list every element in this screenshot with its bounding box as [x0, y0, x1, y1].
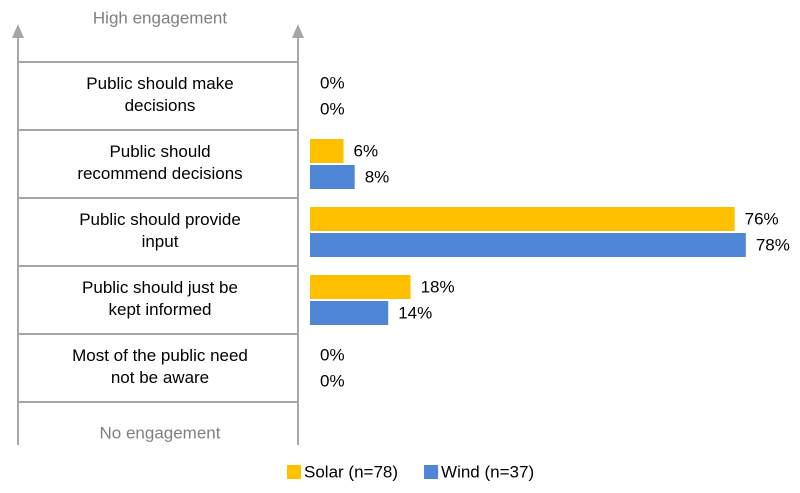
- value-label: 0%: [320, 99, 345, 118]
- value-label: 78%: [756, 235, 790, 254]
- category-label: Public should provide input: [79, 210, 241, 251]
- legend-swatch: [287, 465, 301, 479]
- value-label: 14%: [398, 303, 432, 322]
- category-label: Public should just be kept informed: [82, 278, 238, 319]
- category-line: recommend decisions: [77, 164, 242, 183]
- category-line: not be aware: [111, 368, 209, 387]
- value-label: 8%: [365, 167, 390, 186]
- value-label: 0%: [320, 371, 345, 390]
- value-label: 6%: [354, 141, 379, 160]
- category-label: Public should make decisions: [86, 74, 233, 115]
- engagement-frame: [12, 24, 304, 445]
- value-label: 76%: [745, 209, 779, 228]
- bar: [310, 275, 411, 299]
- category-line: kept informed: [109, 300, 212, 319]
- category-label: Most of the public need not be aware: [72, 346, 248, 387]
- top-label: High engagement: [93, 8, 227, 27]
- category-line: decisions: [125, 96, 196, 115]
- category-line: Public should make: [86, 74, 233, 93]
- legend-label: Solar (n=78): [304, 462, 398, 481]
- category-line: input: [142, 232, 179, 251]
- category-line: Most of the public need: [72, 346, 248, 365]
- bar: [310, 233, 746, 257]
- category-line: Public should: [109, 142, 210, 161]
- category-label: Public should recommend decisions: [77, 142, 242, 183]
- bar: [310, 301, 389, 325]
- value-label: 0%: [320, 345, 345, 364]
- legend-label: Wind (n=37): [441, 462, 534, 481]
- bar: [310, 165, 355, 189]
- legend-swatch: [424, 465, 439, 479]
- bar: [310, 139, 344, 163]
- value-label: 0%: [320, 73, 345, 92]
- bottom-label: No engagement: [100, 423, 221, 442]
- category-line: Public should just be: [82, 278, 238, 297]
- category-line: Public should provide: [79, 210, 241, 229]
- value-label: 18%: [421, 277, 455, 296]
- bar: [310, 207, 735, 231]
